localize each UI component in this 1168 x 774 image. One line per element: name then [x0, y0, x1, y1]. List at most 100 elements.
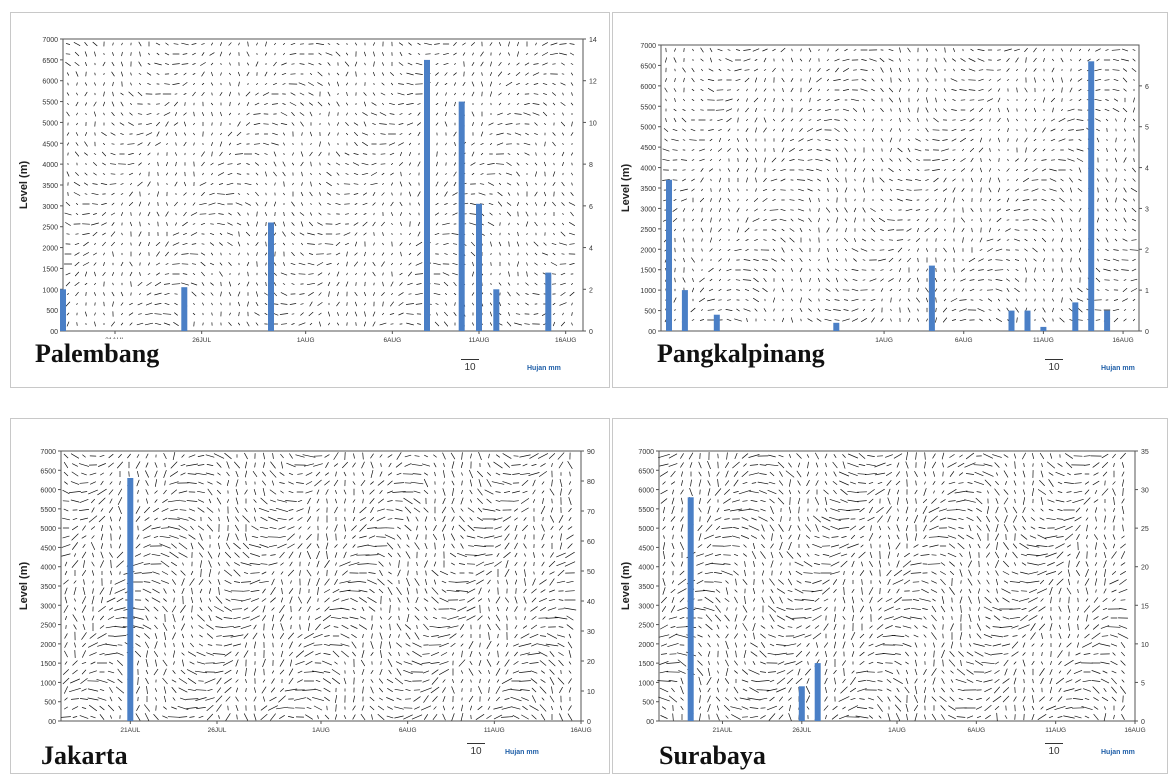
- wind-vector: [253, 696, 257, 702]
- wind-vector: [326, 171, 332, 177]
- wind-vector: [835, 177, 839, 183]
- wind-vector: [880, 157, 884, 163]
- wind-vector: [908, 68, 910, 72]
- wind-vector: [394, 715, 404, 719]
- wind-vector: [1015, 188, 1019, 192]
- wind-vector: [382, 202, 384, 206]
- wind-vector: [219, 141, 223, 147]
- wind-vector: [826, 68, 830, 72]
- wind-vector: [844, 157, 848, 163]
- wind-vector: [200, 222, 206, 226]
- wind-vector: [84, 42, 88, 46]
- wind-vector: [568, 687, 572, 693]
- wind-vector: [1095, 277, 1101, 283]
- wind-vector: [146, 282, 152, 286]
- wind-vector: [211, 312, 213, 316]
- wind-vector: [433, 454, 437, 458]
- wind-vector: [308, 562, 310, 566]
- y-tick-label: 4000: [42, 162, 58, 169]
- wind-vector: [265, 171, 267, 177]
- wind-vector: [213, 661, 225, 665]
- wind-vector: [323, 625, 331, 629]
- wind-vector: [1097, 198, 1099, 202]
- wind-vector: [682, 139, 686, 141]
- wind-vector: [842, 58, 850, 62]
- wind-vector: [405, 303, 415, 305]
- wind-vector: [250, 615, 260, 621]
- rain-bar: [713, 314, 720, 331]
- wind-vector: [717, 118, 723, 122]
- wind-vector: [201, 161, 205, 167]
- wind-vector: [916, 219, 920, 221]
- wind-vector: [84, 271, 88, 277]
- wind-vector: [1051, 199, 1055, 201]
- wind-vector: [471, 42, 475, 46]
- wind-vector: [852, 108, 858, 112]
- wind-vector: [1006, 239, 1010, 241]
- wind-vector: [462, 82, 466, 86]
- wind-vector: [1061, 267, 1063, 273]
- wind-vector: [478, 652, 482, 656]
- x-tick-label: 6AUG: [383, 337, 401, 344]
- wind-vector: [217, 562, 221, 566]
- wind-vector: [1132, 309, 1136, 311]
- wind-vector: [452, 262, 458, 266]
- wind-vector: [299, 212, 305, 216]
- wind-vector: [475, 561, 485, 567]
- wind-vector: [328, 291, 330, 297]
- wind-vector: [548, 453, 556, 459]
- wind-vector: [508, 62, 510, 66]
- wind-vector: [470, 251, 476, 257]
- wind-vector: [477, 498, 483, 504]
- wind-vector: [516, 292, 520, 296]
- wind-vector: [1106, 147, 1108, 153]
- wind-vector: [273, 262, 277, 266]
- wind-vector: [560, 231, 566, 237]
- wind-vector: [933, 177, 939, 183]
- wind-vector: [960, 168, 966, 172]
- wind-vector: [316, 607, 320, 611]
- wind-vector: [98, 463, 106, 467]
- wind-vector: [523, 142, 531, 146]
- wind-vector: [197, 614, 205, 622]
- wind-vector: [970, 208, 974, 212]
- wind-vector: [398, 634, 400, 638]
- wind-vector: [979, 108, 983, 112]
- wind-vector: [386, 697, 394, 701]
- wind-vector: [737, 117, 739, 123]
- wind-vector: [399, 181, 403, 187]
- wind-vector: [252, 471, 258, 477]
- wind-vector: [861, 78, 867, 82]
- wind-vector: [264, 153, 268, 155]
- wind-vector: [323, 589, 331, 593]
- wind-vector: [550, 507, 554, 513]
- wind-vector: [76, 112, 78, 116]
- wind-vector: [834, 119, 840, 121]
- wind-vector: [854, 217, 856, 223]
- wind-vector: [406, 103, 414, 105]
- wind-vector: [525, 211, 529, 217]
- wind-vector: [173, 43, 179, 45]
- wind-vector: [980, 157, 982, 163]
- wind-vector: [444, 213, 448, 215]
- wind-vector: [422, 463, 430, 467]
- wind-vector: [871, 78, 875, 82]
- wind-vector: [406, 72, 414, 76]
- wind-vector: [952, 158, 956, 162]
- wind-vector: [968, 89, 976, 91]
- wind-vector: [435, 81, 439, 87]
- wind-vector: [762, 269, 768, 271]
- wind-vector: [836, 258, 838, 262]
- wind-vector: [753, 97, 759, 103]
- wind-vector: [524, 578, 526, 586]
- wind-vector: [754, 239, 758, 241]
- wind-vector: [132, 616, 144, 620]
- wind-vector: [872, 118, 874, 122]
- wind-vector: [380, 133, 386, 135]
- wind-vector: [782, 87, 784, 93]
- wind-vector: [507, 113, 511, 115]
- wind-vector: [844, 187, 848, 193]
- wind-vector: [389, 598, 391, 602]
- wind-vector: [879, 177, 885, 183]
- wind-vector: [352, 499, 356, 503]
